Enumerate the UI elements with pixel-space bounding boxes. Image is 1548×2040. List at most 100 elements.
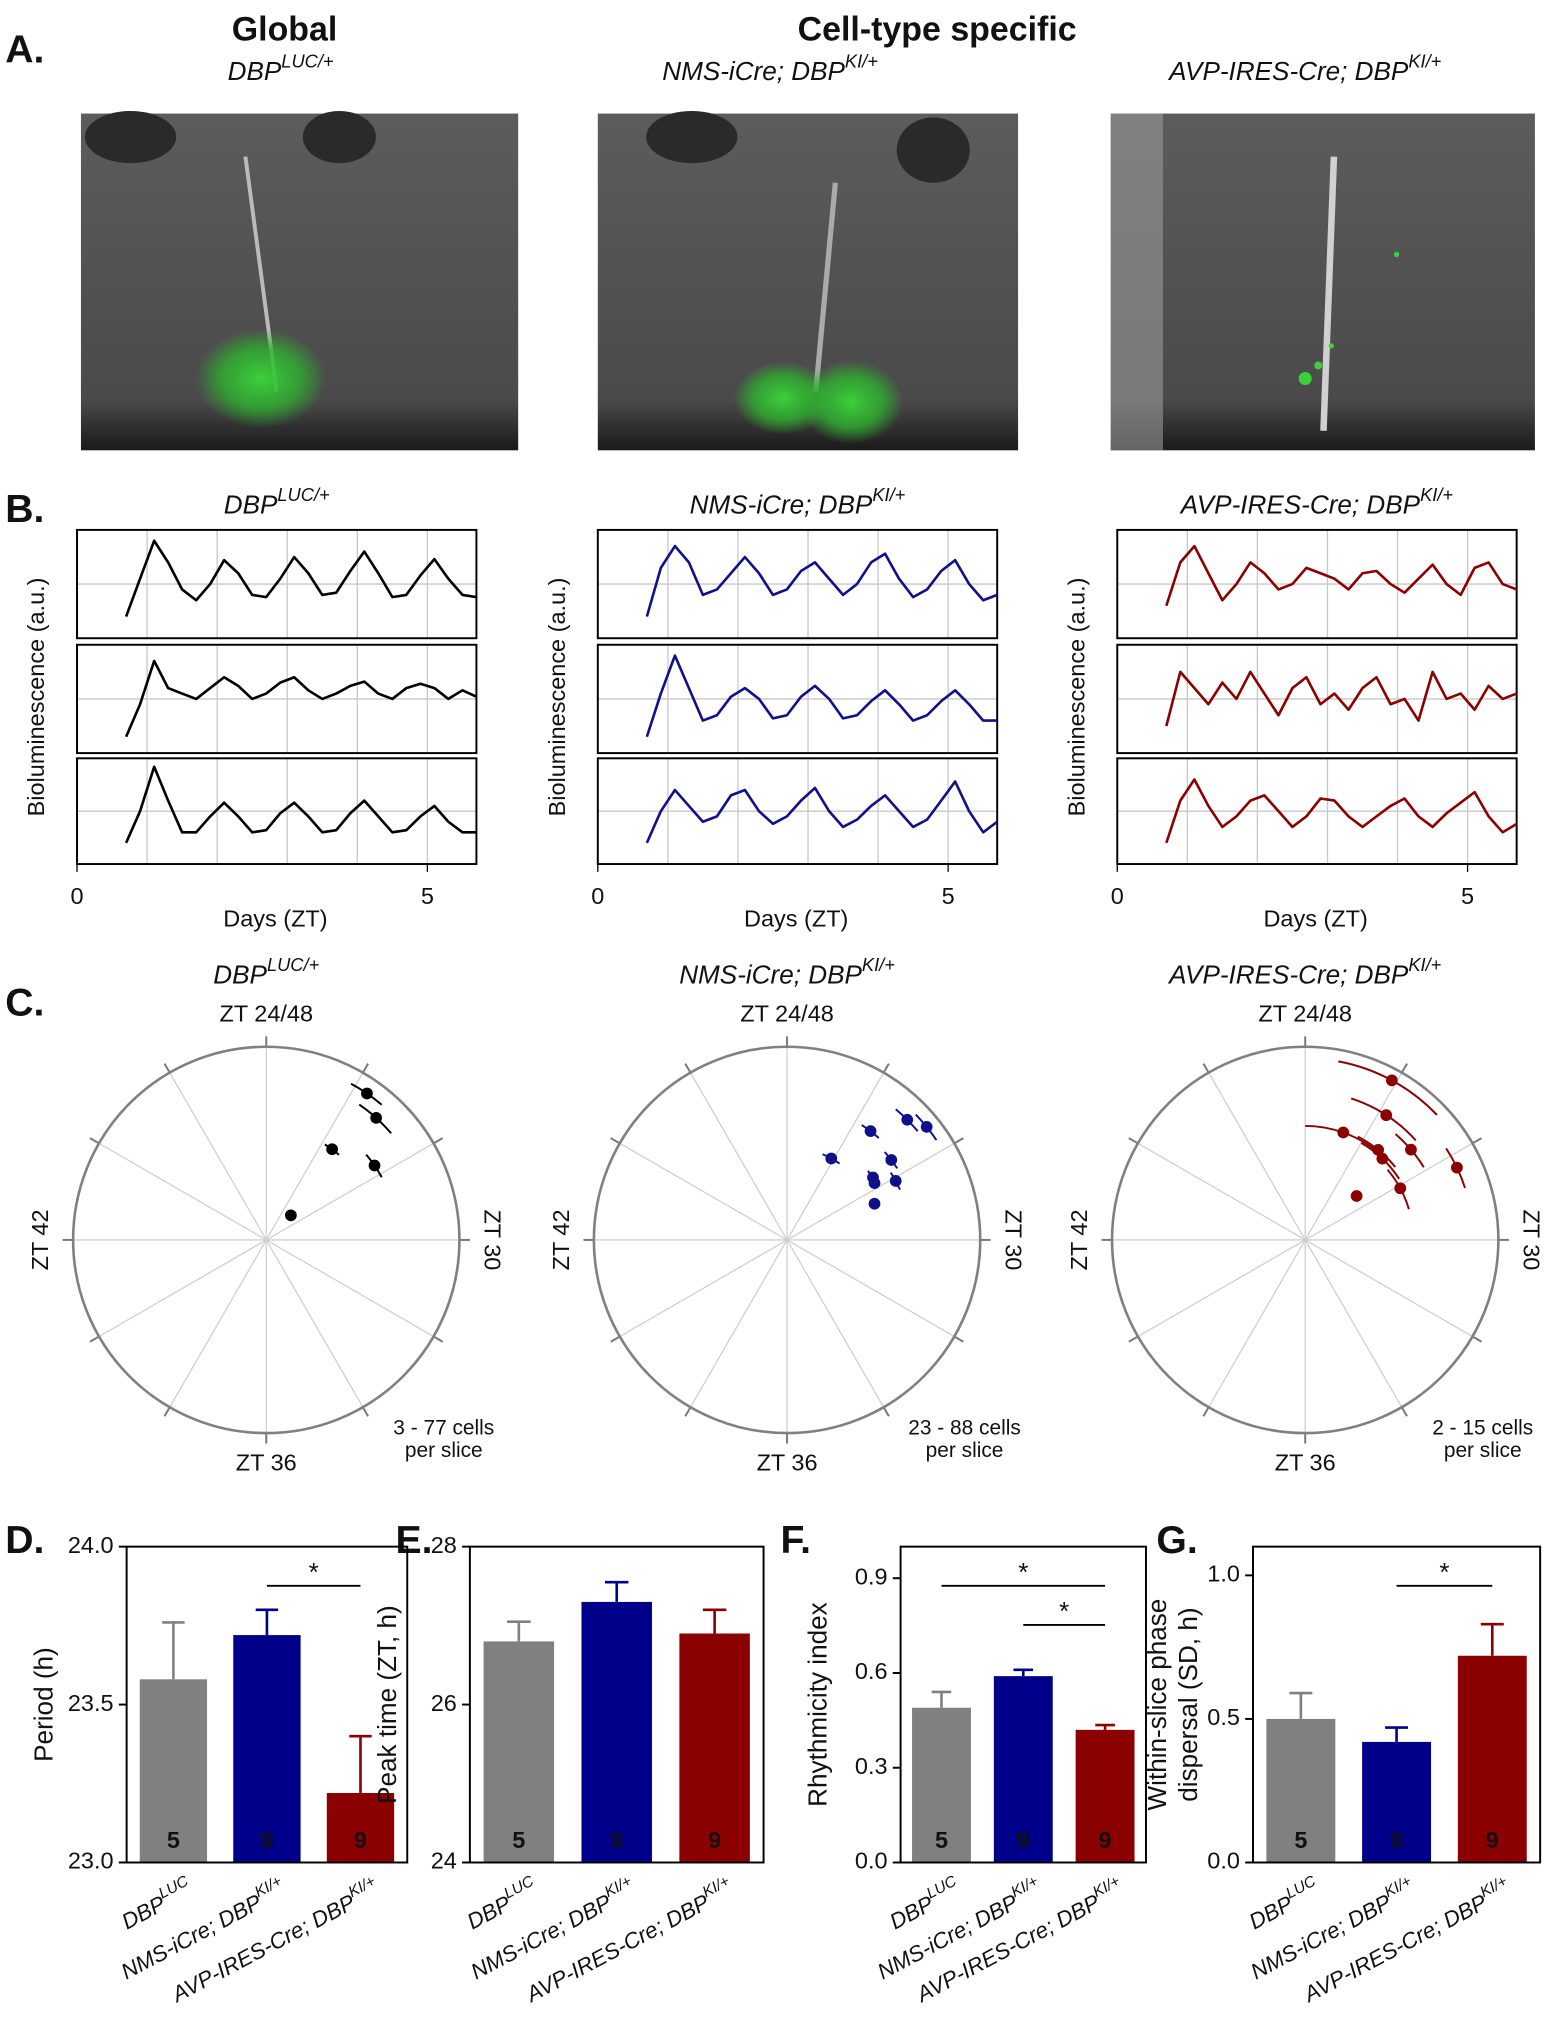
error-bar	[1013, 1668, 1034, 1677]
slice-image	[80, 110, 519, 451]
bar	[1075, 1729, 1135, 1863]
spoke	[619, 1239, 788, 1338]
spoke	[1304, 1072, 1403, 1241]
phase-point	[1451, 1161, 1463, 1174]
phase-point	[868, 1177, 881, 1189]
significance-label: *	[309, 1557, 319, 1587]
spoke	[265, 1072, 364, 1241]
annotation: 23 - 88 cells	[908, 1417, 1021, 1440]
superscript: KI/+	[1477, 1873, 1510, 1901]
superscript: LUC	[501, 1873, 537, 1903]
spoke	[786, 1239, 885, 1408]
text-part: NMS-iCre; DBP	[662, 56, 845, 86]
y-axis-label: Bioluminescence (a.u.)	[1063, 578, 1089, 817]
plot-frame	[76, 757, 478, 866]
spoke	[265, 1142, 434, 1241]
plot-frame	[596, 528, 999, 640]
tick-mark	[362, 1406, 369, 1417]
spoke	[265, 1239, 364, 1408]
tick-mark	[1128, 1137, 1139, 1145]
superscript: KI/+	[346, 1873, 379, 1901]
plot-frame	[596, 757, 999, 866]
phase-point	[889, 1175, 902, 1187]
angle-label: ZT 36	[236, 1450, 297, 1476]
error-bar	[162, 1621, 185, 1680]
y-tick-label: 0.6	[855, 1658, 888, 1684]
x-tick-label: 5	[942, 883, 955, 909]
x-tick-label: 0	[1111, 883, 1124, 909]
y-tick-label: 24	[431, 1848, 457, 1874]
error-bar	[255, 1608, 279, 1636]
slice-images	[80, 110, 1535, 451]
x-axis-label: Days (ZT)	[1263, 905, 1367, 931]
spoke	[1304, 1239, 1403, 1408]
superscript: LUC	[924, 1873, 960, 1903]
plot-frame	[1116, 757, 1518, 866]
angle-label: ZT 42	[27, 1209, 53, 1270]
phase-point	[1376, 1152, 1389, 1165]
tick-mark	[1400, 1063, 1408, 1074]
spoke	[786, 1142, 955, 1241]
error-bar	[1095, 1723, 1115, 1730]
spoke	[265, 1239, 434, 1338]
phase-point	[368, 1159, 381, 1172]
plot-frame	[76, 528, 478, 640]
significance-label: *	[1059, 1596, 1069, 1626]
superscript: LUC	[156, 1873, 192, 1903]
category-label: DBPLUC	[461, 1873, 543, 1935]
tick-mark	[882, 1063, 890, 1074]
trace	[1165, 670, 1518, 727]
tick-mark	[1202, 1063, 1210, 1074]
phase-point	[1405, 1143, 1417, 1156]
error-bar	[604, 1580, 629, 1602]
n-label: 5	[167, 1827, 180, 1853]
significance-label: *	[1018, 1557, 1028, 1587]
spoke	[1137, 1239, 1306, 1338]
spoke	[689, 1072, 788, 1241]
n-label: 5	[512, 1827, 525, 1853]
trace	[124, 659, 477, 738]
angle-label: ZT 42	[548, 1209, 574, 1270]
trace	[645, 654, 998, 738]
superscript: LUC/+	[267, 954, 320, 975]
n-label: 9	[1099, 1827, 1112, 1853]
y-tick-label: 24.0	[68, 1532, 114, 1558]
spoke	[1208, 1072, 1306, 1241]
angle-label: ZT 24/48	[740, 1001, 834, 1027]
chart-title: AVP-IRES-Cre; DBPKI/+	[1167, 954, 1442, 990]
bar	[912, 1707, 971, 1863]
spoke	[169, 1072, 267, 1241]
n-label: 9	[708, 1827, 721, 1853]
spoke	[619, 1142, 788, 1241]
text-part: NMS-iCre; DBP	[679, 959, 862, 989]
polar-frame	[592, 1045, 982, 1435]
text-part: DBP	[228, 56, 282, 86]
superscript: KI/+	[602, 1873, 635, 1901]
chart-title: AVP-IRES-Cre; DBPKI/+	[1179, 484, 1454, 520]
angle-label: ZT 24/48	[1258, 1001, 1352, 1027]
bar	[139, 1679, 208, 1863]
annotation: per slice	[1444, 1439, 1522, 1462]
text-part: NMS-iCre; DBP	[690, 489, 873, 519]
tick-mark	[684, 1063, 692, 1074]
panel-label: F.	[781, 1519, 811, 1562]
bar	[993, 1676, 1053, 1863]
tick-mark	[89, 1335, 100, 1343]
n-label: 5	[935, 1827, 948, 1853]
error-bar	[507, 1620, 531, 1642]
trace	[645, 780, 998, 844]
tick-mark	[433, 1335, 444, 1343]
superscript: KI/+	[1008, 1873, 1041, 1901]
trace	[645, 544, 998, 617]
bar	[679, 1633, 750, 1863]
y-tick-label: 1.0	[1207, 1561, 1240, 1587]
angle-label: ZT 36	[1275, 1450, 1336, 1476]
y-axis-label: Within-slice phase	[1142, 1599, 1172, 1811]
y-tick-label: 0.5	[1207, 1704, 1240, 1730]
bar	[1457, 1655, 1527, 1863]
tick-mark	[89, 1137, 100, 1145]
x-tick-label: 0	[71, 883, 84, 909]
bar	[581, 1601, 652, 1863]
error-bar	[1289, 1691, 1313, 1719]
tick-mark	[1472, 1137, 1483, 1145]
